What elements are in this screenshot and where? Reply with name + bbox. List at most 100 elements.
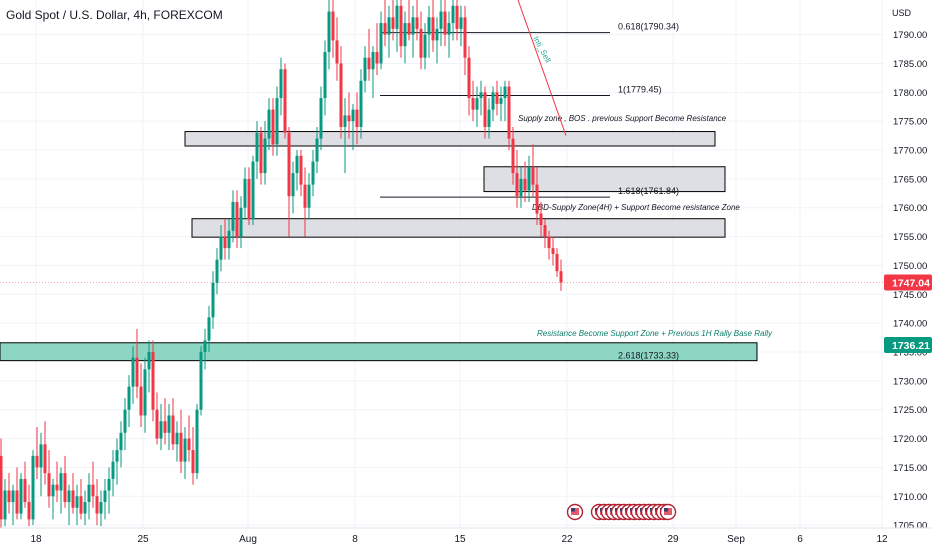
candle — [35, 427, 39, 479]
time-axis-bg — [0, 528, 932, 550]
candle-body — [239, 207, 243, 237]
currency-label: USD — [892, 8, 912, 18]
candle-body — [331, 11, 335, 41]
price-axis[interactable]: USD 1705.00 1710.00 1715.00 1720.00 1725.00 17… — [884, 0, 932, 550]
candle — [175, 421, 179, 462]
candle — [507, 80, 511, 151]
candle — [391, 0, 395, 41]
candle — [503, 80, 507, 122]
candle — [87, 473, 91, 520]
support-zone-label: Resistance Become Support Zone + Previou… — [537, 329, 773, 338]
candle-body — [11, 490, 15, 503]
candle — [335, 17, 339, 81]
y-tick-label: 1705.00 — [893, 521, 927, 532]
candle-body — [23, 478, 27, 503]
candle-body — [355, 109, 359, 127]
fib-level-label: 2.618(1733.33) — [618, 351, 679, 361]
candle-body — [495, 92, 499, 104]
candle — [195, 403, 199, 479]
candle — [515, 150, 519, 208]
candle — [91, 461, 95, 508]
candle-body — [327, 11, 331, 52]
candle-body — [63, 473, 67, 503]
candle — [111, 450, 115, 497]
candle — [419, 11, 423, 70]
candle-body — [343, 115, 347, 127]
candle — [75, 484, 79, 526]
candle-body — [307, 184, 311, 208]
candle-body — [135, 357, 139, 387]
chart-title: Gold Spot / U.S. Dollar, 4h, FOREXCOM — [6, 8, 223, 22]
candle — [527, 155, 531, 202]
y-tick-label: 1790.00 — [893, 30, 927, 41]
candle — [95, 478, 99, 526]
x-tick-label: 29 — [667, 534, 679, 545]
candle-body — [419, 28, 423, 58]
candle-body — [287, 132, 291, 197]
candle — [19, 473, 23, 520]
candle — [79, 478, 83, 520]
candle-body — [471, 98, 475, 110]
candle-body — [283, 69, 287, 133]
candle-body — [163, 421, 167, 433]
candle — [167, 403, 171, 451]
candle — [267, 98, 271, 151]
fib-level-label: 0.618(1790.34) — [618, 22, 679, 32]
time-axis[interactable]: 18 25 Aug 8 15 22 29 Sep 6 12 — [0, 527, 932, 550]
candle-body — [103, 490, 107, 503]
candle — [487, 98, 491, 139]
candle — [355, 92, 359, 145]
candle-body — [383, 23, 387, 35]
candle-body — [295, 155, 299, 174]
demand-supply-zone — [191, 218, 726, 238]
candle-body — [87, 484, 91, 503]
candle-body — [159, 421, 163, 439]
candle — [299, 150, 303, 197]
candle — [227, 219, 231, 260]
candle-body — [51, 484, 55, 497]
support-zone — [0, 342, 758, 362]
candle — [403, 11, 407, 64]
candle — [319, 86, 323, 151]
candle — [547, 230, 551, 260]
candle-body — [107, 478, 111, 491]
candle — [459, 5, 463, 47]
candle — [359, 69, 363, 139]
y-tick-label: 1760.00 — [893, 203, 927, 214]
candle — [343, 98, 347, 174]
candle — [367, 28, 371, 81]
price-label: 1736.21 — [892, 340, 930, 352]
candle — [159, 403, 163, 451]
candle — [291, 161, 295, 214]
candle — [223, 219, 227, 260]
candle-body — [531, 167, 535, 185]
candle-body — [43, 444, 47, 474]
candle — [363, 46, 367, 93]
candle-body — [27, 502, 31, 520]
candle-body — [203, 340, 207, 352]
candle — [379, 11, 383, 70]
candle-body — [363, 57, 367, 81]
candle-body — [179, 432, 183, 462]
fib-layer: 0.618(1790.34) 1(1779.45) 1.618(1761.84) 2.… — [380, 22, 679, 361]
candle — [395, 0, 399, 52]
candle — [471, 80, 475, 122]
candle — [219, 225, 223, 272]
candle-body — [503, 86, 507, 99]
x-tick-label: 18 — [30, 534, 42, 545]
candle-body — [231, 201, 235, 231]
candle-body — [351, 109, 355, 122]
candle — [147, 340, 151, 393]
candle-body — [19, 478, 23, 514]
candle-body — [451, 5, 455, 24]
candle-body — [407, 23, 411, 35]
candle-body — [519, 178, 523, 197]
candle-body — [111, 461, 115, 479]
candle — [383, 0, 387, 47]
candle-body — [555, 253, 559, 272]
candle — [187, 415, 191, 462]
candle — [231, 190, 235, 243]
candle — [47, 450, 51, 508]
candle-body — [227, 230, 231, 249]
